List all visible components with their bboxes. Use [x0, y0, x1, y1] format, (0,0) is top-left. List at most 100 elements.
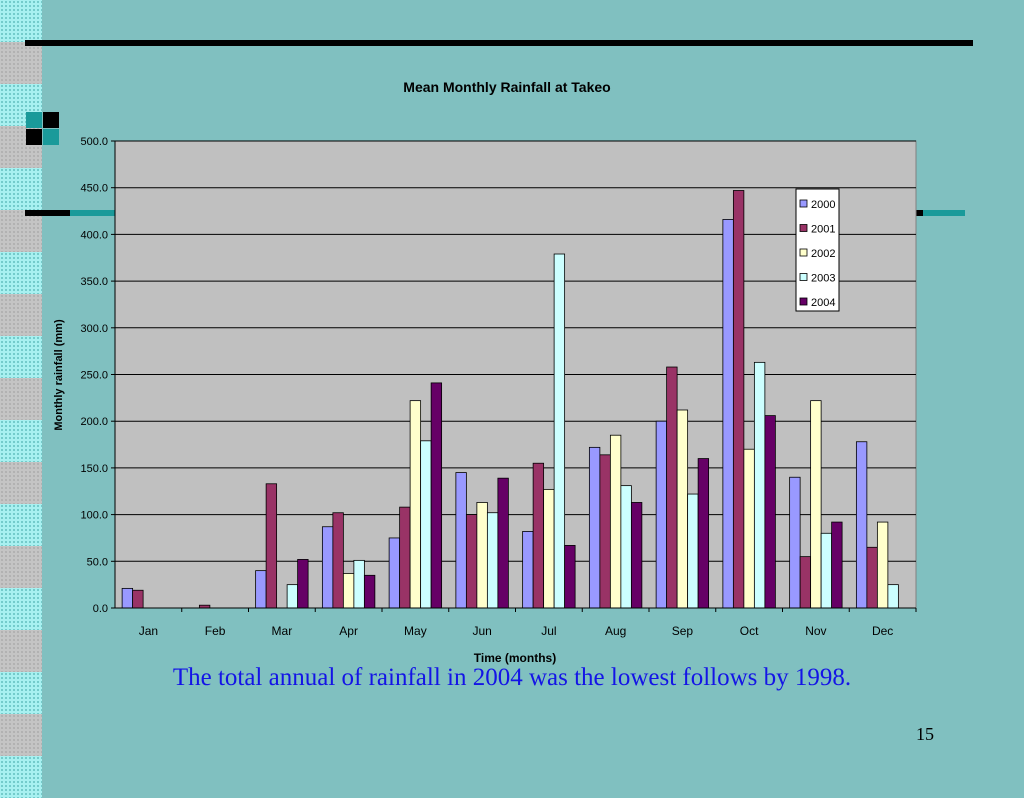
x-tick-label-dec: Dec — [872, 624, 893, 638]
bar-2002-may — [409, 400, 422, 609]
bar-2003-mar — [286, 584, 299, 609]
strip-tile — [0, 672, 42, 714]
x-tick-label-nov: Nov — [805, 624, 826, 638]
bar-2004-mar — [297, 559, 309, 609]
x-tick-label-mar: Mar — [272, 624, 293, 638]
bar-2000-may — [388, 537, 401, 609]
bar-2002-nov — [810, 400, 822, 609]
bar-2004-jul — [564, 545, 576, 609]
mid-rule-right-black — [915, 210, 923, 216]
bar-2003-may — [420, 440, 432, 609]
legend-swatch-2004 — [799, 297, 808, 306]
bar-2000-oct — [722, 219, 734, 609]
x-tick-label-may: May — [404, 624, 427, 638]
bar-2004-apr — [363, 574, 376, 609]
bar-2001-jan — [132, 589, 144, 609]
strip-tile — [0, 546, 42, 588]
strip-tile — [0, 294, 42, 336]
top-rule — [25, 40, 973, 46]
strip-tile — [0, 42, 42, 84]
bar-2003-sep — [687, 493, 699, 609]
bar-2004-aug — [630, 502, 643, 609]
decorative-left-strip — [0, 0, 42, 798]
strip-tile — [0, 588, 42, 630]
bar-2003-nov — [820, 532, 833, 609]
x-tick-label-aug: Aug — [605, 624, 626, 638]
deco-square-teal-2 — [43, 129, 59, 145]
legend-label-2000: 2000 — [811, 199, 835, 211]
slide-caption: The total annual of rainfall in 2004 was… — [172, 664, 852, 691]
bar-2004-sep — [697, 458, 710, 609]
strip-tile — [0, 630, 42, 672]
mid-rule-left-teal — [70, 210, 115, 216]
strip-tile — [0, 168, 42, 210]
bar-2004-may — [430, 382, 443, 609]
strip-tile — [0, 84, 42, 126]
x-axis-label: Time (months) — [474, 651, 556, 665]
bar-2002-apr — [342, 573, 355, 609]
bar-2004-jun — [497, 477, 509, 609]
legend-label-2003: 2003 — [811, 273, 835, 285]
page-number: 15 — [916, 724, 934, 744]
bar-2002-jul — [543, 488, 555, 609]
bar-2003-aug — [620, 485, 632, 609]
mid-rule-right-teal — [923, 210, 965, 216]
x-tick-label-feb: Feb — [205, 624, 226, 638]
bar-2001-sep — [666, 366, 678, 609]
bar-2002-sep — [676, 409, 689, 609]
bar-2003-apr — [353, 559, 365, 609]
rainfall-chart: 0.0 50.0 100.0 150.0 200.0 250.0 300.0 350.0 400… — [53, 79, 917, 665]
strip-tile — [0, 462, 42, 504]
deco-square-black-2 — [26, 129, 42, 145]
bar-2001-jun — [465, 514, 478, 609]
strip-tile — [0, 714, 42, 756]
bar-2000-mar — [255, 570, 267, 609]
bar-2000-dec — [855, 441, 868, 609]
strip-tile — [0, 0, 42, 42]
x-tick-label-apr: Apr — [339, 624, 358, 638]
y-tick-label: 450.0 — [80, 183, 108, 195]
strip-tile — [0, 420, 42, 462]
bar-2000-jun — [455, 472, 467, 609]
legend-swatch-2002 — [799, 248, 808, 257]
bar-2001-dec — [866, 546, 878, 609]
x-tick-label-jun: Jun — [472, 624, 491, 638]
bar-2001-jul — [532, 462, 545, 609]
bar-2003-dec — [887, 584, 899, 609]
bar-2002-dec — [876, 521, 889, 609]
bar-2000-jul — [522, 531, 534, 609]
y-tick-label: 400.0 — [80, 229, 108, 241]
bar-2001-nov — [799, 556, 812, 609]
legend-label-2002: 2002 — [811, 248, 835, 260]
strip-tile — [0, 378, 42, 420]
bar-2001-apr — [332, 512, 344, 609]
strip-tile — [0, 504, 42, 546]
bar-2000-jan — [121, 587, 134, 609]
bar-2003-jul — [553, 253, 566, 609]
y-tick-label: 0.0 — [93, 603, 108, 615]
bar-2000-sep — [655, 420, 668, 609]
deco-square-teal-1 — [26, 112, 42, 128]
bar-2000-apr — [321, 526, 334, 609]
legend-swatch-2000 — [799, 199, 808, 208]
y-tick-label: 350.0 — [80, 276, 108, 288]
legend-label-2004: 2004 — [811, 297, 835, 309]
bar-2002-jun — [476, 502, 488, 609]
bar-2002-aug — [609, 434, 622, 609]
bar-2001-aug — [599, 454, 611, 609]
y-tick-label: 300.0 — [80, 323, 108, 335]
bar-2000-nov — [789, 476, 801, 609]
bar-2000-aug — [588, 446, 601, 609]
bar-2004-oct — [764, 415, 776, 609]
y-tick-label: 500.0 — [80, 136, 108, 148]
strip-tile — [0, 252, 42, 294]
bar-2003-oct — [753, 361, 766, 609]
x-tick-label-oct: Oct — [740, 624, 759, 638]
bar-2001-may — [399, 506, 411, 609]
legend-swatch-2003 — [799, 273, 808, 281]
deco-square-black-1 — [43, 112, 59, 128]
y-tick-label: 50.0 — [87, 556, 108, 568]
bar-2002-oct — [743, 448, 755, 609]
x-tick-label-sep: Sep — [672, 624, 694, 638]
x-tick-label-jan: Jan — [139, 624, 158, 638]
